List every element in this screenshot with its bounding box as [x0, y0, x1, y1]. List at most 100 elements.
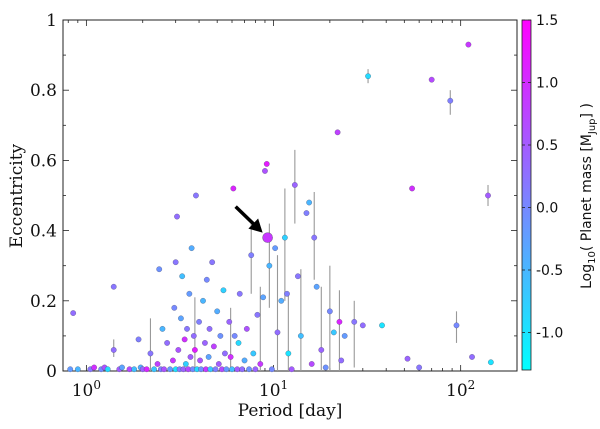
- data-point: [416, 364, 423, 371]
- data-point: [284, 290, 290, 297]
- error-bars: [113, 69, 489, 371]
- data-point: [243, 325, 250, 332]
- data-point: [236, 290, 243, 297]
- data-point: [182, 361, 189, 367]
- data-point: [288, 366, 295, 373]
- data-point: [379, 322, 385, 329]
- data-point: [110, 283, 117, 290]
- data-point: [227, 354, 234, 360]
- data-point: [184, 325, 190, 332]
- y-axis-title: Eccentricity: [7, 143, 27, 248]
- data-point: [285, 350, 292, 357]
- data-point: [266, 262, 273, 269]
- data-point: [159, 325, 166, 332]
- data-point: [192, 192, 199, 199]
- data-point: [338, 357, 345, 364]
- data-point: [156, 266, 163, 273]
- data-point: [154, 361, 161, 367]
- data-point: [254, 311, 261, 318]
- data-point: [110, 346, 117, 353]
- colorbar-tick-label: 0.0: [536, 201, 558, 217]
- data-point: [336, 318, 343, 325]
- colorbar-tick-label: 1.0: [536, 76, 558, 92]
- data-point: [226, 318, 233, 325]
- data-points: [67, 41, 494, 373]
- data-point: [365, 73, 372, 80]
- colorbar-tick-label: 1.5: [536, 13, 558, 29]
- data-point: [453, 322, 460, 329]
- colorbar: [521, 19, 532, 371]
- data-point: [404, 355, 411, 362]
- data-point: [409, 185, 416, 192]
- data-point: [230, 185, 237, 192]
- data-point: [330, 329, 337, 336]
- y-tick-label: 1: [46, 11, 57, 31]
- data-point: [210, 343, 217, 350]
- data-point: [257, 361, 264, 367]
- data-point: [250, 350, 257, 357]
- x-tick-label: 100: [72, 378, 101, 401]
- data-point: [131, 366, 138, 373]
- data-point: [205, 354, 212, 360]
- colorbar-tick-label: 0.5: [536, 138, 558, 154]
- data-point: [487, 359, 494, 366]
- y-tick-label: 0.2: [30, 292, 57, 312]
- data-point: [272, 245, 279, 252]
- data-point: [201, 339, 208, 346]
- data-point: [143, 366, 150, 373]
- data-point: [187, 354, 194, 360]
- data-point: [263, 160, 270, 167]
- y-tick-label: 0.8: [30, 81, 57, 101]
- data-point: [181, 336, 188, 343]
- data-point: [119, 364, 125, 371]
- data-point: [308, 361, 315, 367]
- data-point: [235, 339, 242, 346]
- arrow-head: [248, 218, 263, 233]
- data-point: [447, 97, 454, 104]
- data-point: [334, 129, 341, 136]
- data-point: [207, 366, 214, 373]
- data-point: [278, 297, 285, 304]
- x-axis-title: Period [day]: [238, 401, 343, 421]
- data-point: [104, 366, 111, 373]
- colorbar-title: Log10( Planet mass [MJup] ): [579, 103, 598, 289]
- arrow-shaft: [234, 205, 257, 227]
- y-tick-label: 0: [46, 362, 57, 382]
- data-point: [262, 167, 268, 174]
- data-point: [169, 357, 176, 364]
- data-point: [294, 273, 301, 280]
- y-tick-label: 0.6: [30, 151, 57, 171]
- data-point: [260, 294, 267, 301]
- highlighted-point: [262, 232, 273, 243]
- data-point: [91, 364, 98, 371]
- data-point: [161, 366, 167, 373]
- data-point: [239, 366, 246, 373]
- data-point: [203, 276, 210, 283]
- data-point: [179, 273, 186, 280]
- data-point: [174, 213, 180, 220]
- data-point: [313, 283, 320, 290]
- data-point: [485, 192, 491, 199]
- data-point: [246, 366, 253, 373]
- data-point: [234, 366, 241, 373]
- data-point: [428, 76, 435, 83]
- data-point: [231, 332, 238, 339]
- data-point: [281, 234, 288, 241]
- data-point: [167, 366, 174, 373]
- data-point: [241, 357, 248, 364]
- data-point: [351, 318, 358, 325]
- colorbar-ticks: 1.5 1.0 0.5 0.0 -0.5 -1.0: [522, 13, 563, 342]
- data-point: [311, 234, 318, 241]
- data-point: [74, 366, 81, 373]
- data-point: [215, 361, 222, 367]
- x-axis-ticks: 100 101 102: [67, 20, 518, 401]
- data-point: [206, 325, 213, 332]
- data-point: [177, 315, 184, 322]
- data-point: [151, 366, 158, 373]
- data-point: [221, 350, 228, 357]
- data-point: [268, 366, 275, 373]
- highlighted-planet: [262, 232, 273, 243]
- data-point: [190, 332, 197, 339]
- data-point: [175, 346, 182, 353]
- data-point: [67, 366, 74, 373]
